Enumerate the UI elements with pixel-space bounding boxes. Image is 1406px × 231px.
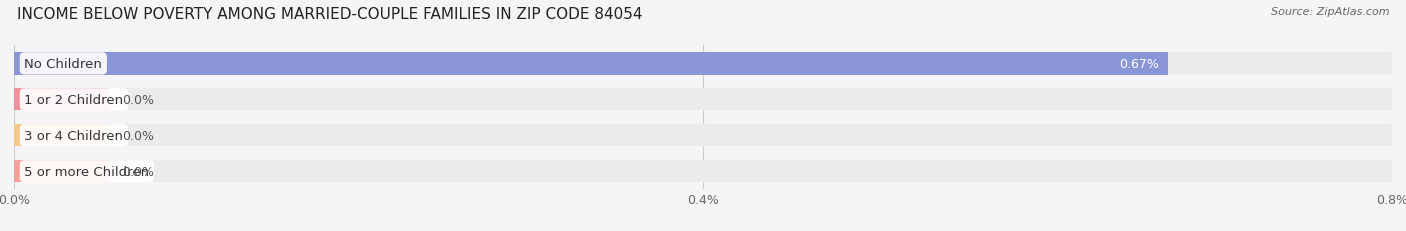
Bar — [14, 53, 1392, 75]
Text: 5 or more Children: 5 or more Children — [24, 165, 149, 178]
Text: INCOME BELOW POVERTY AMONG MARRIED-COUPLE FAMILIES IN ZIP CODE 84054: INCOME BELOW POVERTY AMONG MARRIED-COUPL… — [17, 7, 643, 22]
Text: 0.0%: 0.0% — [122, 93, 155, 106]
Text: 0.67%: 0.67% — [1119, 58, 1160, 71]
Text: 1 or 2 Children: 1 or 2 Children — [24, 93, 124, 106]
Text: Source: ZipAtlas.com: Source: ZipAtlas.com — [1271, 7, 1389, 17]
Text: No Children: No Children — [24, 58, 103, 71]
Bar — [14, 125, 108, 147]
Bar — [14, 125, 1392, 147]
Text: 0.0%: 0.0% — [122, 165, 155, 178]
Bar — [14, 89, 1392, 111]
Text: 3 or 4 Children: 3 or 4 Children — [24, 129, 124, 142]
Bar — [14, 53, 1168, 75]
Bar — [14, 89, 108, 111]
Bar — [14, 160, 1392, 183]
Bar — [14, 160, 108, 183]
Text: 0.0%: 0.0% — [122, 129, 155, 142]
